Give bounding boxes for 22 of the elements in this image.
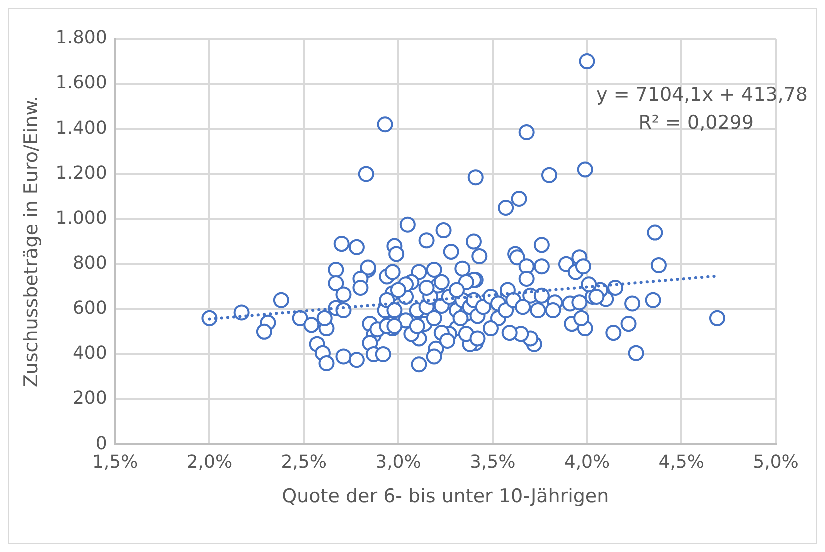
y-tick-label: 1.000 [56, 208, 108, 229]
y-tick-label: 600 [72, 298, 108, 320]
y-axis-title: Zuschussbeträge in Euro/Einw. [20, 96, 42, 388]
y-tick-label: 1.400 [56, 118, 108, 139]
x-tick-label: 3,5% [470, 452, 516, 474]
y-tick-label: 400 [72, 343, 108, 364]
y-tick-label: 0 [96, 433, 108, 454]
y-tick-label: 800 [72, 253, 108, 274]
y-tick-label: 1.200 [56, 162, 108, 184]
annotation: y = 7104,1x + 413,78 [596, 84, 808, 106]
x-axis-title: Quote der 6- bis unter 10-Jährigen [282, 486, 610, 508]
x-tick-label: 4,0% [564, 452, 610, 474]
y-tick-label: 200 [72, 388, 108, 410]
x-tick-label: 5,0% [753, 452, 799, 474]
y-tick-label: 1.600 [56, 72, 108, 94]
annotation: R² = 0,0299 [638, 112, 754, 134]
y-tick-label: 1.800 [56, 28, 108, 49]
x-tick-label: 2,5% [281, 452, 327, 474]
x-tick-label: 3,0% [376, 452, 422, 474]
x-tick-label: 1,5% [92, 452, 138, 474]
x-tick-label: 4,5% [658, 452, 704, 474]
x-tick-label: 2,0% [186, 452, 233, 474]
